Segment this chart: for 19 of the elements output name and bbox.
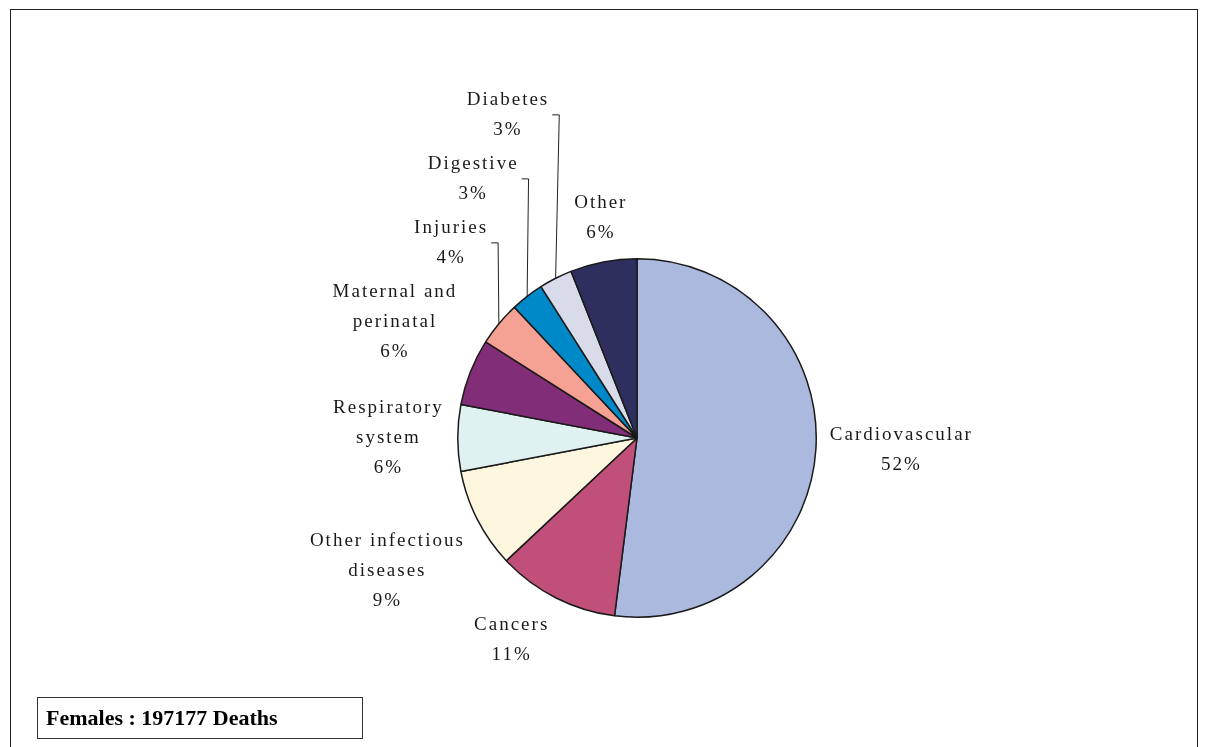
slice-label: Injuries [414, 215, 489, 237]
slice-label: Respiratory system [333, 395, 444, 447]
slice-label: Digestive [427, 151, 519, 173]
data-label: 6% [586, 221, 616, 243]
slice-label: Cardiovascular [829, 423, 973, 445]
data-label: 11% [491, 643, 532, 665]
data-label: 4% [436, 245, 466, 267]
data-label: 6% [373, 455, 404, 477]
slice-label: Cancers [474, 613, 550, 635]
data-label: 9% [372, 588, 403, 610]
slice-label: Maternal and perinatal [332, 279, 458, 331]
data-label: 3% [458, 181, 488, 203]
text: Females : 197177 Deaths [37, 697, 363, 739]
slice-label: Other infectious diseases [309, 528, 465, 580]
data-label: 6% [380, 339, 410, 361]
slice-label: Other [574, 191, 628, 213]
data-label: 3% [493, 117, 523, 139]
slice-label: Diabetes [466, 87, 550, 109]
data-label: 52% [880, 453, 922, 475]
